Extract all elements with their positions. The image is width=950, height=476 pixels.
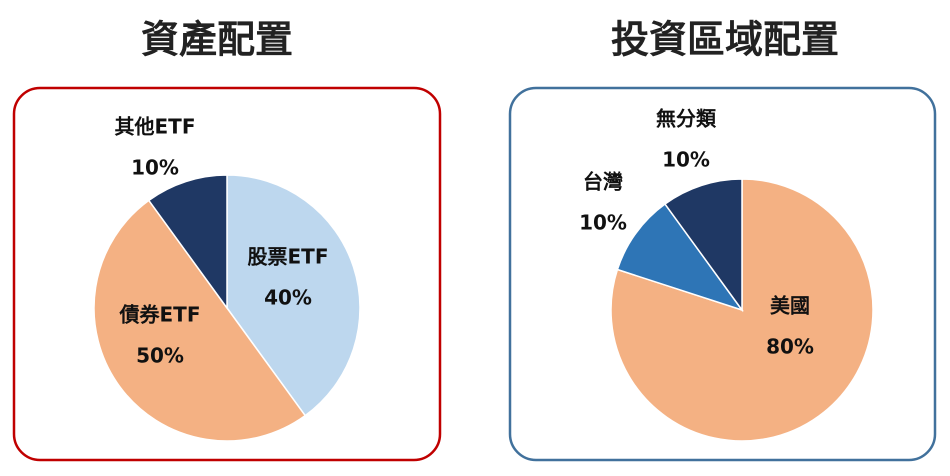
pie-slice [663, 178, 743, 313]
slice-label: 台灣 [583, 170, 623, 194]
pie-slice [147, 174, 228, 311]
value-label: 50% [136, 344, 184, 368]
value-label: 80% [766, 335, 814, 359]
slice-label: 美國 [770, 294, 810, 318]
pie-slice [226, 174, 361, 417]
chart-title: 投資區域配置 [611, 18, 839, 62]
pie-slice [616, 202, 744, 312]
value-label: 40% [264, 286, 312, 310]
value-label: 10% [579, 211, 627, 235]
slice-label: 債券ETF [119, 303, 201, 327]
slice-label: 無分類 [656, 107, 717, 131]
value-label: 10% [131, 156, 179, 180]
chart-title: 資產配置 [141, 18, 293, 62]
slice-label: 股票ETF [248, 245, 329, 269]
value-label: 10% [662, 148, 710, 172]
slice-label: 其他ETF [115, 115, 196, 139]
pie-slice [93, 199, 307, 442]
